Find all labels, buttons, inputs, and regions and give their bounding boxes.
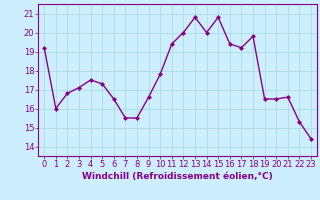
X-axis label: Windchill (Refroidissement éolien,°C): Windchill (Refroidissement éolien,°C) xyxy=(82,172,273,181)
